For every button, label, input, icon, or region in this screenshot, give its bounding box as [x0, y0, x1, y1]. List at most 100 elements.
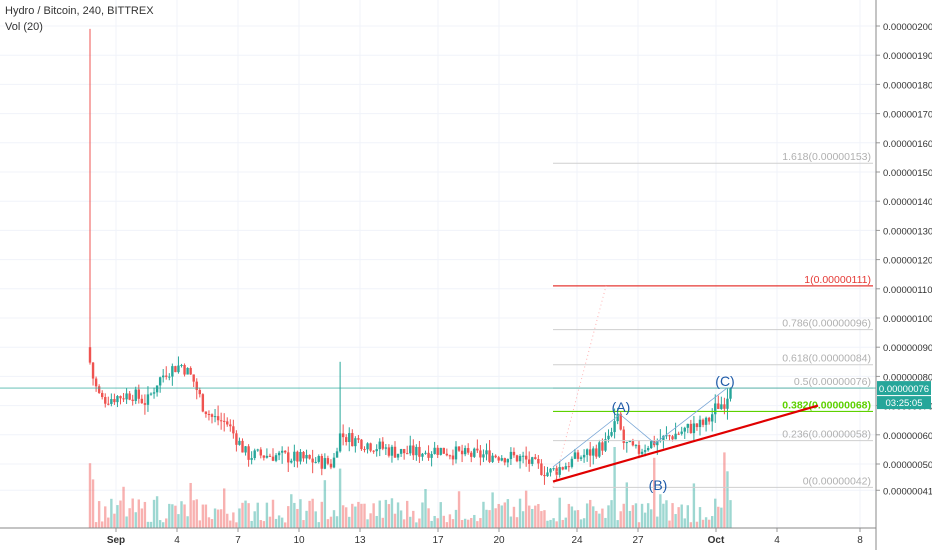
candle-body — [293, 451, 296, 461]
volume-bar — [168, 503, 171, 528]
volume-bar — [119, 500, 122, 528]
volume-bar — [521, 511, 525, 528]
candle-body — [311, 458, 314, 463]
candle-body — [259, 449, 262, 456]
y-tick-label: 0.00000130 — [883, 226, 932, 237]
y-tick-label: 0.00000150 — [883, 168, 932, 179]
candle-body — [158, 377, 162, 386]
candle-body — [674, 433, 677, 440]
candle-body — [482, 454, 485, 458]
volume-bar — [463, 518, 467, 528]
candle-body — [720, 404, 723, 409]
candle-body — [415, 446, 418, 456]
candle-body — [491, 455, 494, 462]
candle-body — [634, 445, 638, 447]
volume-bar — [500, 505, 503, 528]
volume-bar — [366, 519, 369, 528]
volume-bar — [402, 519, 406, 528]
candle-body — [149, 393, 153, 395]
x-tick-label: 4 — [774, 535, 780, 546]
volume-bar — [317, 522, 320, 528]
candle-body — [204, 411, 208, 415]
volume-bar — [250, 520, 253, 528]
volume-bar — [162, 522, 165, 528]
x-tick-label: 4 — [174, 535, 180, 546]
volume-legend: Vol (20) — [5, 21, 43, 33]
candle-body — [509, 451, 513, 460]
candle-body — [589, 449, 592, 456]
candle-body — [88, 347, 92, 363]
candle-body — [354, 438, 357, 447]
candle-body — [531, 457, 534, 464]
candle-body — [207, 414, 211, 416]
candle-body — [381, 441, 384, 449]
candle-body — [183, 364, 186, 375]
candle-body — [372, 450, 375, 452]
y-tick-label: 0.00000160 — [883, 139, 932, 150]
annotations: (A) (B) (C) — [0, 373, 876, 493]
volume-bar — [329, 516, 333, 528]
candle-body — [650, 441, 653, 449]
candle-body — [637, 445, 641, 454]
volume-bar — [125, 516, 128, 528]
volume-bar — [110, 498, 113, 528]
candle-body — [174, 366, 177, 373]
candle-body — [701, 419, 705, 425]
candle-body — [94, 378, 98, 387]
candle-body — [235, 433, 238, 445]
candle-body — [110, 399, 113, 404]
candle-body — [213, 416, 217, 418]
candle-body — [595, 448, 598, 457]
candle-body — [91, 362, 95, 379]
candle-body — [305, 454, 308, 459]
y-tick-label: 0.00000180 — [883, 80, 932, 91]
volume-bars — [88, 447, 732, 528]
y-tick-label: 0.00000170 — [883, 110, 932, 121]
candle-body — [534, 457, 537, 459]
candle-body — [262, 455, 266, 458]
volume-bar — [320, 501, 323, 528]
candle-body — [360, 439, 363, 450]
candle-body — [528, 459, 531, 464]
candle-body — [616, 413, 619, 422]
volume-bar — [671, 503, 674, 528]
x-tick-label: 20 — [493, 535, 505, 546]
y-tick-label: 0.00000100 — [883, 314, 932, 325]
candle-body — [500, 458, 503, 461]
candle-body — [454, 446, 458, 460]
candle-body — [439, 447, 442, 455]
candle-body — [201, 394, 205, 412]
candle-body — [232, 426, 235, 434]
candle-body — [329, 463, 333, 468]
last-price-value: 0.00000076 — [879, 384, 929, 395]
fib-label: 0.5(0.00000076) — [794, 376, 871, 388]
volume-bar — [427, 508, 430, 528]
candle-body — [656, 441, 659, 446]
y-tick-label: 0.00000110 — [883, 285, 932, 296]
wave-label: (C) — [715, 373, 734, 389]
volume-bar — [113, 513, 116, 528]
volume-bar — [277, 515, 281, 528]
volume-bar — [375, 515, 378, 528]
volume-bar — [470, 517, 473, 528]
volume-bar — [241, 502, 244, 528]
volume-bar — [101, 521, 104, 528]
volume-bar — [640, 503, 644, 528]
candle-body — [494, 455, 497, 458]
candle-body — [348, 433, 351, 443]
candle-body — [357, 438, 360, 440]
candle-body — [216, 416, 220, 421]
volume-bar — [326, 519, 330, 528]
candle-body — [104, 397, 107, 404]
candle-body — [622, 429, 625, 443]
candle-body — [326, 458, 330, 464]
volume-bar — [183, 504, 186, 528]
candle-body — [707, 417, 711, 422]
candle-body — [412, 445, 415, 456]
volume-bar — [351, 503, 354, 528]
volume-bar — [720, 507, 723, 528]
volume-bar — [683, 518, 686, 528]
candle-body — [244, 446, 247, 453]
candle-body — [229, 424, 232, 427]
